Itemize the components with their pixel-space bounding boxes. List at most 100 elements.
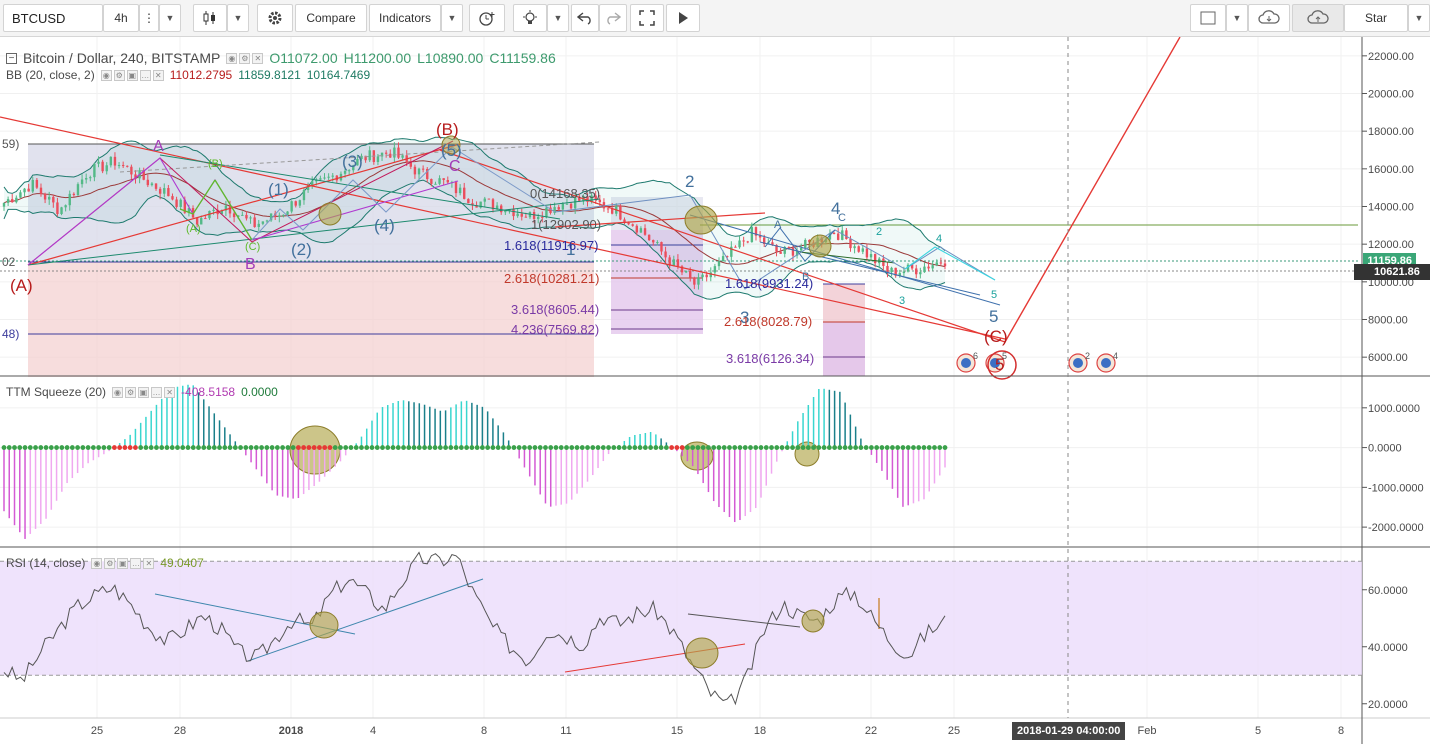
close-icon[interactable]: ✕	[252, 52, 264, 64]
close-icon[interactable]: ✕	[143, 557, 155, 569]
squeeze-dot	[122, 445, 128, 450]
close-icon[interactable]: ✕	[164, 386, 176, 398]
more-icon[interactable]: …	[130, 557, 142, 569]
fullscreen-icon[interactable]	[630, 4, 664, 32]
squeeze-dot	[685, 445, 690, 450]
lock-icon[interactable]: ▣	[126, 69, 138, 81]
candle-body	[319, 178, 322, 180]
squeeze-dot	[211, 445, 217, 450]
star-dropdown-icon[interactable]: ▼	[1408, 4, 1430, 32]
squeeze-dot	[679, 445, 685, 450]
trend-line-red	[439, 149, 1006, 343]
bulb-icon[interactable]	[513, 4, 547, 32]
squeeze-dot	[422, 445, 427, 450]
candle-body	[113, 156, 117, 166]
undo-icon[interactable]	[571, 4, 599, 32]
eye-icon[interactable]: ◉	[100, 69, 112, 81]
rsi-value: 49.0407	[160, 556, 204, 570]
squeeze-dot	[658, 445, 664, 450]
settings-icon[interactable]: ⚙	[113, 69, 125, 81]
channel-line-blue	[689, 214, 1001, 306]
settings-icon[interactable]: ⚙	[104, 557, 116, 569]
squeeze-dot	[243, 445, 249, 450]
cloud-save-icon[interactable]	[1292, 4, 1344, 32]
candle-body	[742, 240, 745, 242]
candle-body	[931, 265, 934, 269]
more-icon[interactable]: …	[139, 69, 151, 81]
candle-body	[750, 227, 754, 243]
redo-icon[interactable]	[599, 4, 627, 32]
candle-body	[520, 213, 523, 217]
candle-body	[19, 192, 22, 198]
more-icon[interactable]: …	[151, 386, 163, 398]
time-axis-label: 22	[865, 725, 877, 737]
play-icon[interactable]	[666, 4, 700, 32]
candle-style-icon[interactable]	[193, 4, 227, 32]
squeeze-dot	[54, 445, 59, 450]
squeeze-dot	[469, 445, 475, 450]
candle-body	[561, 203, 565, 210]
lock-icon[interactable]: ▣	[138, 386, 150, 398]
candle-body	[105, 165, 108, 172]
squeeze-dot	[311, 445, 317, 450]
bulb-dropdown-icon[interactable]: ▼	[547, 4, 569, 32]
interval-button[interactable]: 4h	[103, 4, 139, 32]
squeeze-dot	[238, 445, 243, 450]
symbol-search-input[interactable]: BTCUSD	[3, 4, 103, 32]
eye-icon[interactable]: ◉	[112, 386, 124, 398]
candle-body	[368, 150, 371, 161]
candle-body	[200, 218, 203, 225]
settings-gear-icon[interactable]	[257, 4, 293, 32]
fib-level-label: 2.618(10281.21)	[504, 271, 599, 286]
interval-dropdown-icon[interactable]: ▼	[159, 4, 181, 32]
squeeze-dot	[474, 445, 480, 450]
candle-body	[635, 225, 639, 233]
squeeze-dot	[33, 445, 38, 450]
squeeze-dot	[706, 445, 711, 450]
indicators-button[interactable]: Indicators	[369, 4, 441, 32]
settings-icon[interactable]: ⚙	[239, 52, 251, 64]
fib-zone-red	[28, 262, 594, 377]
wave-label: A	[153, 138, 164, 155]
ohlc-open: O11072.00	[269, 50, 338, 66]
eye-icon[interactable]: ◉	[226, 52, 238, 64]
rsi-trend-line	[247, 578, 484, 662]
candle-body	[475, 205, 478, 208]
lock-icon[interactable]: ▣	[117, 557, 129, 569]
candle-body	[249, 217, 252, 219]
squeeze-dot	[653, 445, 659, 450]
eye-icon[interactable]: ◉	[91, 557, 103, 569]
interval-menu-icon[interactable]: ⋮	[139, 4, 159, 32]
candle-body	[39, 187, 43, 194]
squeeze-dot	[884, 445, 890, 450]
candle-body	[171, 196, 174, 200]
collapse-icon[interactable]: −	[6, 52, 17, 64]
star-button[interactable]: Star	[1344, 4, 1408, 32]
chart-style-dropdown-icon[interactable]: ▼	[227, 4, 249, 32]
squeeze-dot	[138, 445, 144, 450]
squeeze-value-2: 0.0000	[241, 385, 278, 399]
layout-dropdown-icon[interactable]: ▼	[1226, 4, 1248, 32]
squeeze-dot	[343, 445, 349, 450]
candle-body	[253, 217, 256, 227]
squeeze-dot	[201, 445, 207, 450]
layout-box-icon[interactable]	[1190, 4, 1226, 32]
squeeze-dot	[537, 445, 543, 450]
candle-body	[48, 196, 51, 200]
settings-icon[interactable]: ⚙	[125, 386, 137, 398]
chart-canvas[interactable]: 6 5 2 4 (A) (B) (C) A B C (B) (A) (C) (1) (2) (3) (4) (5…	[0, 37, 1430, 744]
candle-body	[639, 228, 643, 233]
candle-body	[426, 169, 429, 180]
squeeze-dot	[805, 445, 811, 450]
time-axis-label: 11	[560, 725, 571, 737]
close-icon[interactable]: ✕	[152, 69, 164, 81]
squeeze-dot	[795, 445, 801, 450]
alert-clock-icon[interactable]	[469, 4, 505, 32]
compare-button[interactable]: Compare	[295, 4, 367, 32]
cloud-load-icon[interactable]	[1248, 4, 1290, 32]
squeeze-dot	[369, 445, 375, 450]
candle-body	[175, 199, 178, 207]
axis-labels: 22000.0020000.0018000.0016000.0014000.00…	[91, 51, 1424, 737]
candle-body	[734, 246, 737, 248]
indicators-dropdown-icon[interactable]: ▼	[441, 4, 463, 32]
